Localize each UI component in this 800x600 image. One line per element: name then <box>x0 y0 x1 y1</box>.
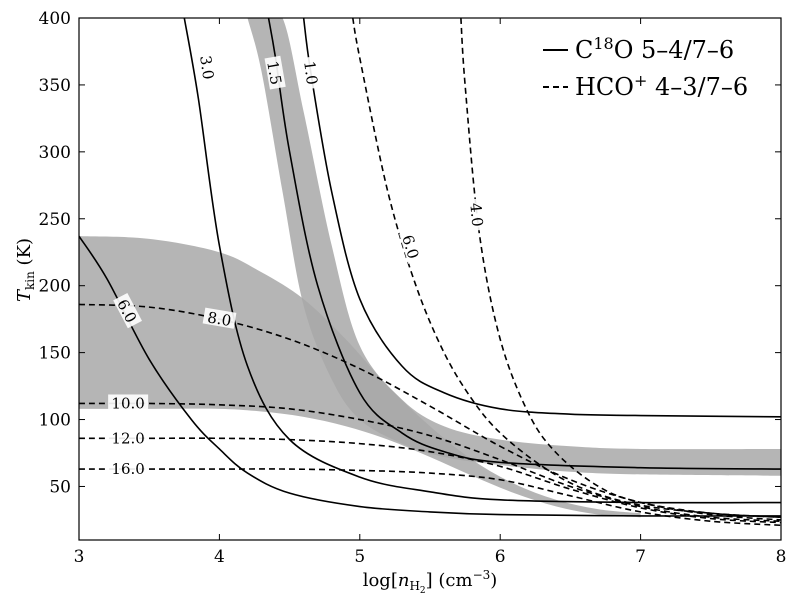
contour-label-backing <box>197 50 218 85</box>
x-axis-label: log[nH2] (cm−3) <box>363 568 498 596</box>
y-tick-label: 300 <box>39 143 71 163</box>
contour-label-backing <box>113 292 143 329</box>
x-tick-label: 6 <box>495 547 506 567</box>
y-axis-label: Tkin (K) <box>14 238 37 302</box>
contour-label: 3.0 <box>196 54 217 80</box>
series-line-dashed-6-0 <box>351 18 781 519</box>
contour-label: 1.5 <box>263 60 285 87</box>
contour-label-group: 1.5 <box>263 55 286 90</box>
contour-label: 16.0 <box>111 460 144 478</box>
plot-frame <box>78 17 782 541</box>
legend-entry-hco: HCO+ 4–3/7–6 <box>575 71 748 101</box>
contour-label-backing <box>108 394 149 411</box>
x-tick-label: 7 <box>635 547 646 567</box>
y-tick-label: 250 <box>39 210 71 230</box>
contour-label-group: 4.0 <box>466 198 487 232</box>
x-tick-label: 3 <box>74 547 85 567</box>
series-line-dashed-16-0 <box>79 468 781 527</box>
contour-label-backing <box>264 55 286 90</box>
y-tick-label: 150 <box>39 344 71 364</box>
contour-label: 1.0 <box>300 60 321 86</box>
y-tick-label: 400 <box>39 9 71 29</box>
band-hco <box>79 236 641 518</box>
contour-label: 10.0 <box>111 394 144 412</box>
contour-label-backing <box>108 460 149 477</box>
contour-label-backing <box>108 429 149 446</box>
contour-label-group: 1.0 <box>300 56 322 90</box>
contour-labels-layer: 3.0 1.5 1.06.06.04.08.010.012.016.0 <box>108 50 487 478</box>
series-line-solid-1-0 <box>302 18 781 418</box>
series-line-dashed-10-0 <box>79 402 781 523</box>
contour-label-backing <box>202 307 237 329</box>
y-tick-label: 200 <box>39 277 71 297</box>
legend: C18O 5–4/7–6 HCO+ 4–3/7–6 <box>543 34 748 101</box>
contour-label-group: 10.0 <box>108 394 149 412</box>
x-tick-label: 8 <box>776 547 787 567</box>
legend-entry-c18o: C18O 5–4/7–6 <box>575 34 734 64</box>
y-tick-label: 50 <box>49 477 71 497</box>
lines-layer <box>79 18 781 527</box>
series-line-solid-1-5 <box>267 18 781 470</box>
contour-label: 4.0 <box>466 202 486 227</box>
contour-label-group: 16.0 <box>108 460 149 478</box>
contour-label-group: 8.0 <box>202 307 237 330</box>
y-tick-label: 100 <box>39 411 71 431</box>
series-line-dashed-8-0 <box>79 303 781 521</box>
contour-label-backing <box>399 229 424 264</box>
x-tick-label: 5 <box>354 547 365 567</box>
ticks-layer: 3 4 5 6 7 8 50 100 150 200 250 300 350 400 <box>39 9 787 567</box>
y-tick-label: 350 <box>39 76 71 96</box>
contour-label-backing <box>467 198 487 232</box>
x-tick-label: 4 <box>214 547 225 567</box>
contour-label: 12.0 <box>111 429 144 447</box>
series-line-solid-6-0 <box>79 235 781 517</box>
series-line-dashed-12-0 <box>79 437 781 524</box>
contour-label-group: 12.0 <box>108 429 149 447</box>
contour-label: 8.0 <box>206 308 233 330</box>
contour-label-group: 3.0 <box>196 50 218 85</box>
contour-label-backing <box>301 56 322 90</box>
bands-layer <box>79 18 781 518</box>
series-line-solid-3-0 <box>183 18 781 504</box>
